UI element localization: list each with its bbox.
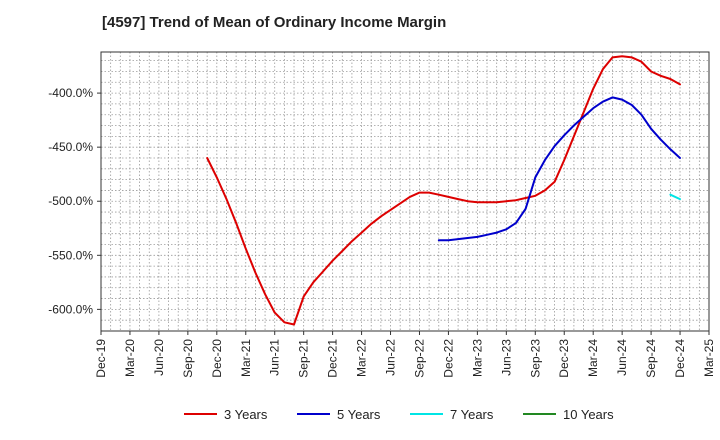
x-tick-label: Jun-20 [152, 339, 166, 376]
x-tick-label: Jun-21 [268, 339, 282, 376]
x-tick-label: Sep-22 [412, 339, 426, 378]
legend-label-7-years: 7 Years [450, 407, 494, 422]
x-tick-label: Dec-20 [210, 339, 224, 378]
series-line-5-years [437, 96, 681, 242]
y-tick-label: -550.0% [48, 248, 93, 262]
x-tick-label: Sep-24 [644, 339, 658, 378]
y-tick-label: -450.0% [48, 140, 93, 154]
series-line-3-years [206, 55, 681, 326]
series-line-7-years [669, 193, 681, 201]
legend-label-3-years: 3 Years [224, 407, 268, 422]
x-tick-label: Mar-22 [355, 339, 369, 377]
x-tick-label: Sep-23 [528, 339, 542, 378]
plot-area [100, 51, 710, 332]
x-tick-label: Sep-21 [297, 339, 311, 378]
y-tick-label: -600.0% [48, 302, 93, 316]
x-tick-label: Dec-22 [441, 339, 455, 378]
x-tick-label: Dec-23 [557, 339, 571, 378]
x-tick-label: Jun-22 [384, 339, 398, 376]
x-tick-label: Mar-23 [470, 339, 484, 377]
x-tick-label: Dec-21 [326, 339, 340, 378]
chart-title: [4597] Trend of Mean of Ordinary Income … [102, 14, 447, 31]
y-tick-label: -400.0% [48, 86, 93, 100]
x-tick-label: Dec-19 [94, 339, 108, 378]
legend-label-10-years: 10 Years [563, 407, 614, 422]
x-tick-label: Jun-23 [499, 339, 513, 376]
x-tick-label: Mar-25 [702, 339, 716, 377]
x-tick-label: Mar-24 [586, 339, 600, 377]
x-tick-label: Sep-20 [181, 339, 195, 378]
x-tick-label: Dec-24 [673, 339, 687, 378]
y-tick-label: -500.0% [48, 194, 93, 208]
x-tick-label: Jun-24 [615, 339, 629, 376]
x-tick-label: Mar-21 [239, 339, 253, 377]
x-tick-label: Mar-20 [123, 339, 137, 377]
legend-label-5-years: 5 Years [337, 407, 381, 422]
